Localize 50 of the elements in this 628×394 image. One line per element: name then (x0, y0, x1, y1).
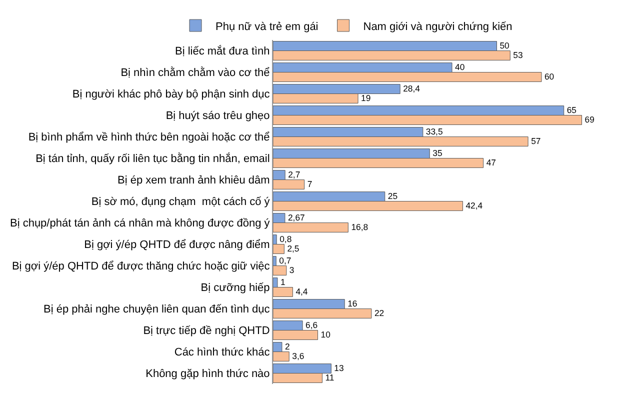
data-label: 16,8 (351, 222, 368, 232)
data-label: 2,7 (288, 169, 300, 180)
y-tick-label: Bị chụp/phát tán ảnh cá nhân mà không được đồng ý (10, 218, 270, 230)
y-tick-label: Các hình thức khác (174, 346, 270, 359)
data-label: 3 (289, 264, 294, 275)
data-label: 50 (500, 40, 510, 50)
data-label: 16 (348, 298, 358, 308)
legend-label: Nam giới và người chứng kiến (363, 20, 512, 33)
data-label: 33,5 (426, 126, 443, 136)
y-tick-label: Bị huýt sáo trêu ghẹo (166, 110, 270, 122)
data-label: 19 (361, 92, 371, 103)
data-label: 47 (486, 157, 496, 168)
data-label: 7 (307, 178, 312, 189)
data-label: 0,7 (279, 255, 292, 266)
y-tick-label: Không gặp hình thức nào (146, 368, 270, 380)
y-tick-label: Bị nhìn chằm chằm vào cơ thể (120, 66, 270, 80)
y-tick-label: Bị tán tỉnh, quấy rối liên tục bằng tin nhắn, email (36, 152, 270, 166)
y-tick-label: Bị liếc mắt đưa tình (175, 44, 270, 58)
y-tick-label: Bị bình phẩm về hình thức bên ngoài hoặc cơ thể (28, 132, 270, 144)
data-label: 60 (544, 71, 554, 82)
data-label: 2,67 (288, 212, 305, 222)
data-label: 25 (388, 190, 398, 201)
data-label: 3,6 (292, 350, 304, 361)
data-label: 22 (374, 308, 384, 318)
data-label: 6,6 (306, 320, 318, 330)
data-label: 2 (284, 341, 290, 352)
y-tick-label: Bị cưỡng hiếp (200, 282, 270, 294)
data-label: 53 (513, 50, 523, 60)
data-label: 4,4 (296, 286, 308, 296)
y-tick-label: Bị trực tiếp đề nghị QHTD (143, 325, 270, 338)
data-label: 42,4 (466, 200, 483, 210)
y-tick-label: Bị sờ mó, đụng chạm một cách cố ý (91, 196, 270, 208)
data-label: 11 (325, 372, 334, 382)
data-label: 2,5 (287, 243, 300, 254)
data-label: 0,8 (280, 234, 292, 244)
data-label: 13 (334, 362, 344, 373)
y-tick-label: Bị gợi ý/ép QHTD để được nâng điểm (84, 239, 270, 252)
y-tick-label: Bị ép phải nghe chuyện liên quan đến tình dục (44, 304, 270, 316)
data-label: 1 (280, 276, 286, 287)
legend-label: Phụ nữ và trẻ em gái (216, 20, 318, 33)
data-label: 10 (320, 329, 331, 340)
data-label: 40 (455, 62, 465, 72)
data-label: 65 (566, 104, 577, 115)
y-tick-label: Bị ép xem tranh ảnh khiêu dâm (118, 174, 270, 187)
data-label: 28,4 (403, 83, 420, 94)
y-tick-label: Bị gợi ý/ép QHTD để được thăng chức hoặc giữ việc (12, 260, 270, 273)
data-label: 35 (432, 148, 442, 158)
data-label: 57 (531, 136, 541, 146)
data-label: 69 (584, 114, 595, 124)
y-tick-label: Bị người khác phô bày bộ phận sinh dục (72, 88, 270, 101)
